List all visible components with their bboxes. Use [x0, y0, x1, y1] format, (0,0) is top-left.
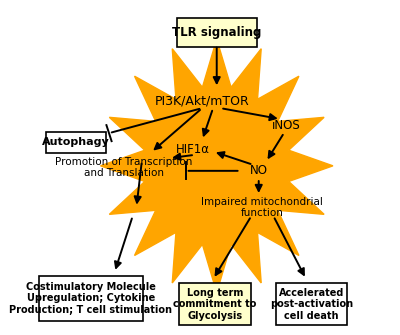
FancyBboxPatch shape — [179, 283, 250, 325]
FancyBboxPatch shape — [46, 132, 106, 153]
Text: Costimulatory Molecule
Upregulation; Cytokine
Production; T cell stimulation: Costimulatory Molecule Upregulation; Cyt… — [9, 282, 172, 315]
FancyBboxPatch shape — [176, 18, 257, 47]
Text: NO: NO — [250, 164, 268, 177]
Text: Long term
commitment to
Glycolysis: Long term commitment to Glycolysis — [173, 288, 256, 321]
Text: Accelerated
post-activation
cell death: Accelerated post-activation cell death — [270, 288, 353, 321]
FancyBboxPatch shape — [276, 283, 347, 325]
Text: Promotion of Transcription
and Translation: Promotion of Transcription and Translati… — [55, 157, 192, 178]
Text: TLR signaling: TLR signaling — [172, 26, 262, 39]
Text: Autophagy: Autophagy — [42, 137, 110, 147]
Polygon shape — [100, 39, 333, 292]
FancyBboxPatch shape — [39, 276, 143, 321]
Text: iNOS: iNOS — [272, 119, 300, 132]
Text: PI3K/Akt/mTOR: PI3K/Akt/mTOR — [155, 94, 250, 107]
Text: Impaired mitochondrial
function: Impaired mitochondrial function — [202, 197, 323, 218]
Text: HIF1α: HIF1α — [176, 143, 210, 156]
